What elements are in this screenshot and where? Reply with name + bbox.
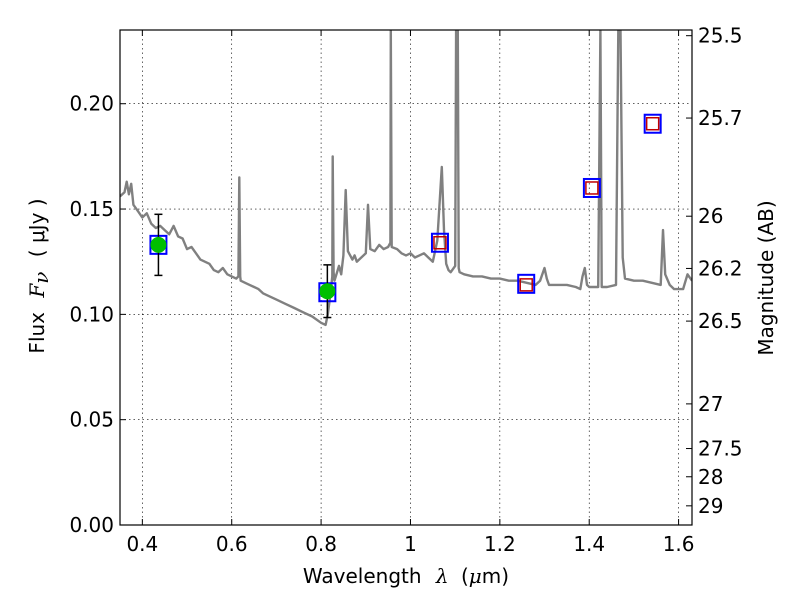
model-flux-marker	[517, 273, 536, 294]
y-tick-label: 0.10	[69, 302, 114, 326]
y-tick-label: 0.15	[69, 197, 114, 221]
x-axis-label-var: λ	[435, 564, 449, 588]
template-spectrum-line	[120, 30, 692, 327]
y-tick-label: 0.05	[69, 408, 114, 432]
x-axis-label: Wavelength λ (μm)	[303, 564, 509, 588]
plot-frame	[119, 29, 693, 526]
x-tick-label: 0.4	[126, 532, 158, 556]
y-axis-label-prefix: Flux	[25, 312, 49, 354]
y-axis-label-var: F	[25, 283, 49, 299]
magnitude-tick-label: 26.5	[698, 309, 743, 333]
x-axis-label-unit-open: (	[461, 564, 469, 588]
magnitude-tick-label: 27	[698, 392, 723, 416]
markers-layer	[149, 113, 662, 319]
upper-limit-marker	[585, 181, 599, 195]
y-tick-label: 0.20	[69, 92, 114, 116]
x-tick-label: 1.6	[663, 532, 695, 556]
magnitude-tick-label: 26	[698, 204, 723, 228]
y-axis-label: Flux Fν ( μJy )	[25, 198, 53, 353]
model-flux-marker	[582, 177, 601, 198]
x-tick-label: 1	[404, 532, 417, 556]
x-axis-label-unit-mu: μ	[469, 564, 482, 588]
upper-limit-marker	[645, 116, 660, 131]
magnitude-tick-label: 28	[698, 465, 723, 489]
x-tick-label: 1.4	[573, 532, 605, 556]
grid	[120, 30, 692, 526]
x-tick-label: 1.2	[484, 532, 516, 556]
upper-limit-marker	[433, 235, 447, 250]
x-tick-label: 0.8	[305, 532, 337, 556]
detection-marker	[150, 236, 167, 253]
model-flux-marker	[430, 232, 449, 253]
x-tick-label: 0.6	[216, 532, 248, 556]
model-flux-marker	[643, 113, 662, 134]
magnitude-axis-label: Magnitude (AB)	[754, 200, 778, 355]
upper-limit-marker	[519, 278, 533, 292]
x-axis-label-unit-rest: m)	[482, 564, 509, 588]
magnitude-tick-label: 29	[698, 494, 723, 518]
axis-ticks: 0.4 0.6 0.8 1 1.2 1.4 1.6 0.00 0.05 0.10 0.15 0.20 2…	[69, 24, 742, 556]
detection-marker	[319, 283, 336, 300]
magnitude-tick-label: 26.2	[698, 256, 743, 280]
x-axis-label-prefix: Wavelength	[303, 564, 422, 588]
y-axis-label-unit: ( μJy )	[25, 198, 49, 257]
y-tick-label: 0.00	[69, 513, 114, 537]
y-axis-label-sub: ν	[29, 272, 53, 284]
magnitude-tick-label: 27.5	[698, 437, 743, 461]
template-spectrum-layer	[120, 30, 692, 327]
magnitude-tick-label: 25.7	[698, 106, 743, 130]
magnitude-tick-label: 25.5	[698, 24, 743, 48]
